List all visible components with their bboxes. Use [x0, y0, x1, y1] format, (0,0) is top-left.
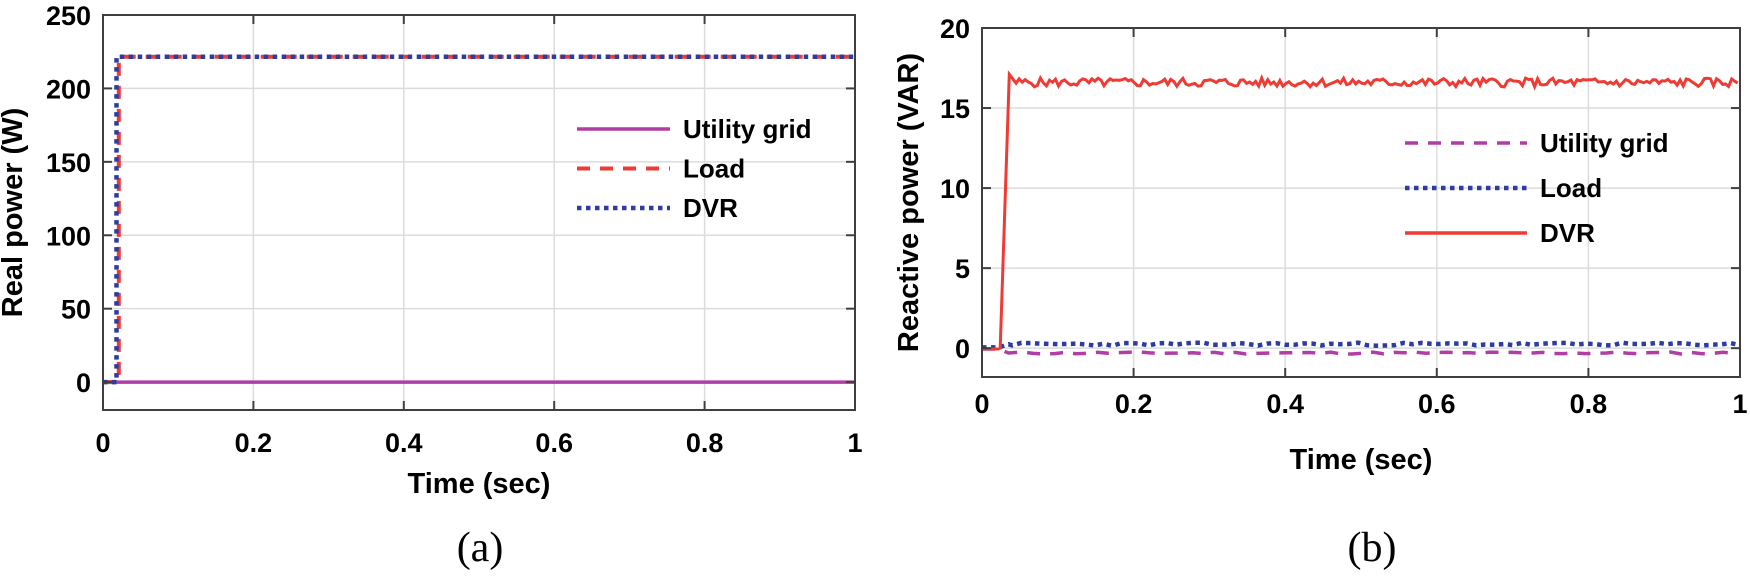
y-tick-label: 200 — [46, 74, 91, 104]
y-tick-label: 250 — [46, 1, 91, 31]
series-line-utility-grid — [982, 347, 1735, 356]
x-tick-label: 0.8 — [1570, 389, 1608, 419]
x-tick-label: 0 — [974, 389, 989, 419]
x-tick-label: 0 — [95, 428, 110, 458]
series-line-load — [103, 54, 855, 385]
x-tick-label: 1 — [847, 428, 862, 458]
legend-label-load: Load — [1540, 173, 1602, 203]
y-axis-label: Real power (W) — [0, 108, 29, 317]
legend-label-dvr: DVR — [683, 193, 738, 223]
y-tick-label: 15 — [940, 94, 970, 124]
x-axis-label: Time (sec) — [408, 468, 551, 500]
y-tick-label: 10 — [940, 174, 970, 204]
y-tick-label: 100 — [46, 221, 91, 251]
real-power-chart: 0 0.2 0.4 0.6 0.8 1 0 50 100 150 200 250 Time (sec) R… — [0, 1, 863, 500]
x-tick-label: 0.8 — [686, 428, 724, 458]
plot-border — [981, 27, 1741, 378]
chart-caption-b: (b) — [1347, 525, 1397, 571]
y-tick-label: 0 — [955, 334, 970, 364]
plot-border — [102, 14, 856, 411]
y-tick-label: 20 — [940, 14, 970, 44]
chart-caption-a: (a) — [456, 525, 504, 571]
legend-label-dvr: DVR — [1540, 218, 1595, 248]
y-tick-label: 150 — [46, 148, 91, 178]
legend-label-load: Load — [683, 154, 745, 184]
x-tick-label: 0.6 — [535, 428, 573, 458]
x-tick-label: 0.2 — [235, 428, 273, 458]
legend-label-utility-grid: Utility grid — [683, 114, 812, 144]
x-tick-label: 0.6 — [1418, 389, 1456, 419]
y-tick-label: 5 — [955, 254, 970, 284]
y-tick-label: 50 — [61, 295, 91, 325]
series-line-load — [982, 340, 1741, 350]
x-tick-label: 0.4 — [1266, 389, 1304, 419]
series-line-dvr — [103, 54, 855, 385]
series-line-dvr — [982, 70, 1739, 351]
y-axis-label: Reactive power (VAR) — [893, 53, 925, 352]
x-tick-label: 0.2 — [1115, 389, 1153, 419]
x-tick-label: 1 — [1732, 389, 1747, 419]
y-tick-label: 0 — [76, 368, 91, 398]
x-axis-label: Time (sec) — [1290, 444, 1433, 476]
legend-label-utility-grid: Utility grid — [1540, 128, 1669, 158]
x-tick-label: 0.4 — [385, 428, 423, 458]
